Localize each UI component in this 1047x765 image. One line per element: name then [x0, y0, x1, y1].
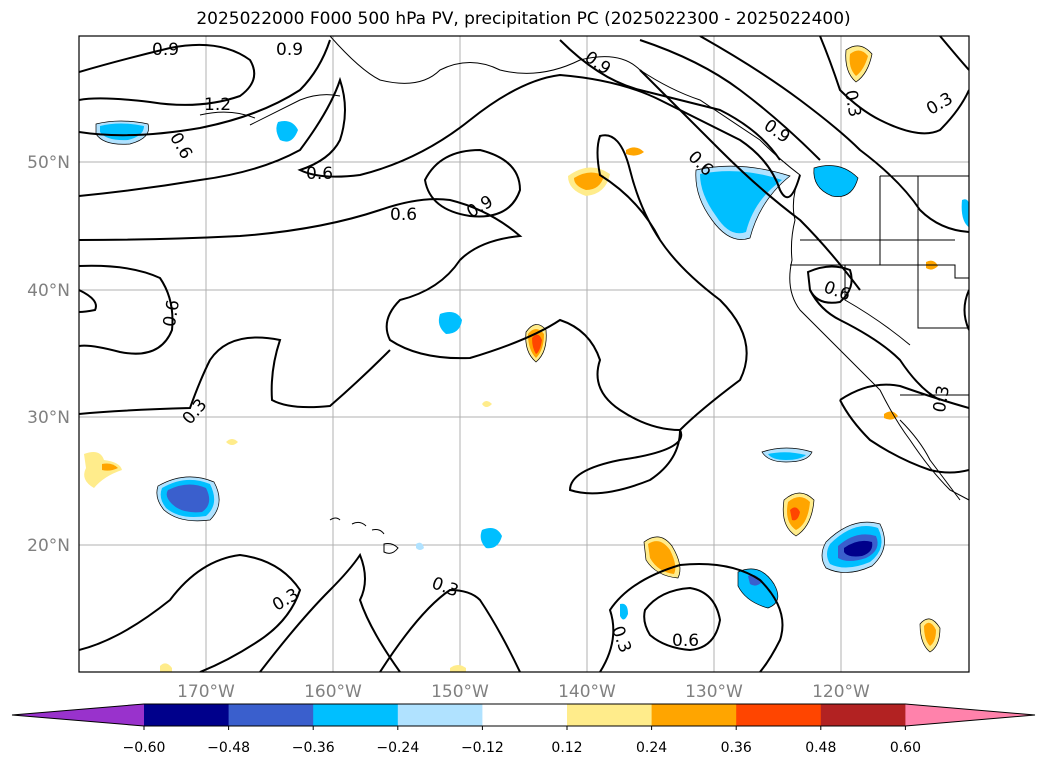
lon-label: 150°W: [431, 682, 489, 702]
lon-label: 170°W: [177, 682, 235, 702]
precip-blob: [844, 540, 873, 557]
colorbar-segment: [228, 704, 314, 726]
lon-label: 160°W: [304, 682, 362, 702]
lat-label: 50°N: [27, 153, 70, 173]
precip-blob: [790, 507, 800, 521]
precip-blob: [748, 574, 762, 586]
contour-label: 0.6: [306, 164, 333, 184]
lon-label: 120°W: [812, 682, 870, 702]
lon-label: 140°W: [558, 682, 616, 702]
colorbar-tick-label: −0.24: [376, 740, 419, 756]
map-border: [78, 35, 970, 673]
precip-blob: [813, 165, 858, 197]
precip-blob: [416, 542, 424, 550]
coastlines: [199, 36, 969, 554]
precip-blob: [160, 663, 172, 672]
precip-blob: [924, 622, 936, 646]
precip-shading: [84, 45, 969, 672]
precip-blob: [166, 484, 210, 513]
precip-blob: [849, 50, 868, 76]
colorbar-tick-label: −0.12: [461, 740, 504, 756]
contour-label: 0.9: [276, 40, 303, 60]
colorbar-tick-label: 0.24: [636, 740, 667, 756]
precip-blob: [438, 312, 462, 334]
colorbar-tick-label: 0.12: [551, 740, 582, 756]
lat-label: 40°N: [27, 281, 70, 301]
precip-blob: [648, 541, 676, 574]
precip-blob: [532, 334, 542, 354]
precip-blob: [480, 528, 502, 549]
colorbar-extend-left: [12, 704, 144, 726]
colorbar-tick-label: −0.60: [123, 740, 166, 756]
colorbar-tick-label: 0.60: [890, 740, 921, 756]
colorbar: [11, 703, 1036, 727]
precip-blob: [768, 452, 806, 460]
precip-blob: [102, 463, 118, 471]
contour-label: 0.9: [152, 40, 179, 60]
precip-blob: [482, 401, 492, 407]
precip-blob: [574, 172, 604, 190]
colorbar-segment: [313, 704, 399, 726]
map-area: 0.9 0.9 1.2 0.6 0.6 0.6 0.9 0.9 0.9 0.6 …: [79, 36, 969, 672]
lat-label: 30°N: [27, 408, 70, 428]
contour-label: 0.3: [840, 89, 864, 119]
lon-labels: 170°W 160°W 150°W 140°W 130°W 120°W: [177, 682, 870, 702]
precip-blob: [450, 665, 466, 672]
lat-labels: 50°N 40°N 30°N 20°N: [27, 153, 70, 556]
pv-contours: [79, 36, 969, 672]
colorbar-segment: [820, 704, 906, 726]
colorbar-segment: [736, 704, 822, 726]
contour-label: 0.6: [160, 298, 184, 328]
precip-blob: [700, 171, 782, 234]
colorbar-tick-label: −0.48: [207, 740, 250, 756]
precip-blob: [276, 121, 298, 142]
colorbar-segment: [397, 704, 483, 726]
colorbar-tick-label: −0.36: [292, 740, 335, 756]
contour-label: 0.6: [672, 631, 699, 651]
precip-blob: [961, 199, 969, 228]
lon-label: 130°W: [685, 682, 743, 702]
precip-blob: [226, 439, 238, 445]
colorbar-segment: [144, 704, 230, 726]
precip-blob: [626, 147, 644, 156]
colorbar-segment: [482, 704, 568, 726]
contour-label: 0.3: [930, 384, 954, 414]
colorbar-extend-right: [905, 704, 1035, 726]
precip-blob: [620, 603, 628, 620]
contour-label: 1.2: [204, 95, 231, 115]
colorbar-labels: −0.60 −0.48 −0.36 −0.24 −0.12 0.12 0.24 0.36 0.4…: [123, 726, 921, 756]
colorbar-tick-label: 0.36: [721, 740, 752, 756]
map-title: 2025022000 F000 500 hPa PV, precipitatio…: [196, 9, 851, 29]
colorbar-tick-label: 0.48: [805, 740, 836, 756]
colorbar-segment: [567, 704, 653, 726]
colorbar-segment: [651, 704, 737, 726]
lat-label: 20°N: [27, 536, 70, 556]
contour-label: 0.6: [390, 205, 417, 225]
gridlines: [79, 36, 969, 672]
